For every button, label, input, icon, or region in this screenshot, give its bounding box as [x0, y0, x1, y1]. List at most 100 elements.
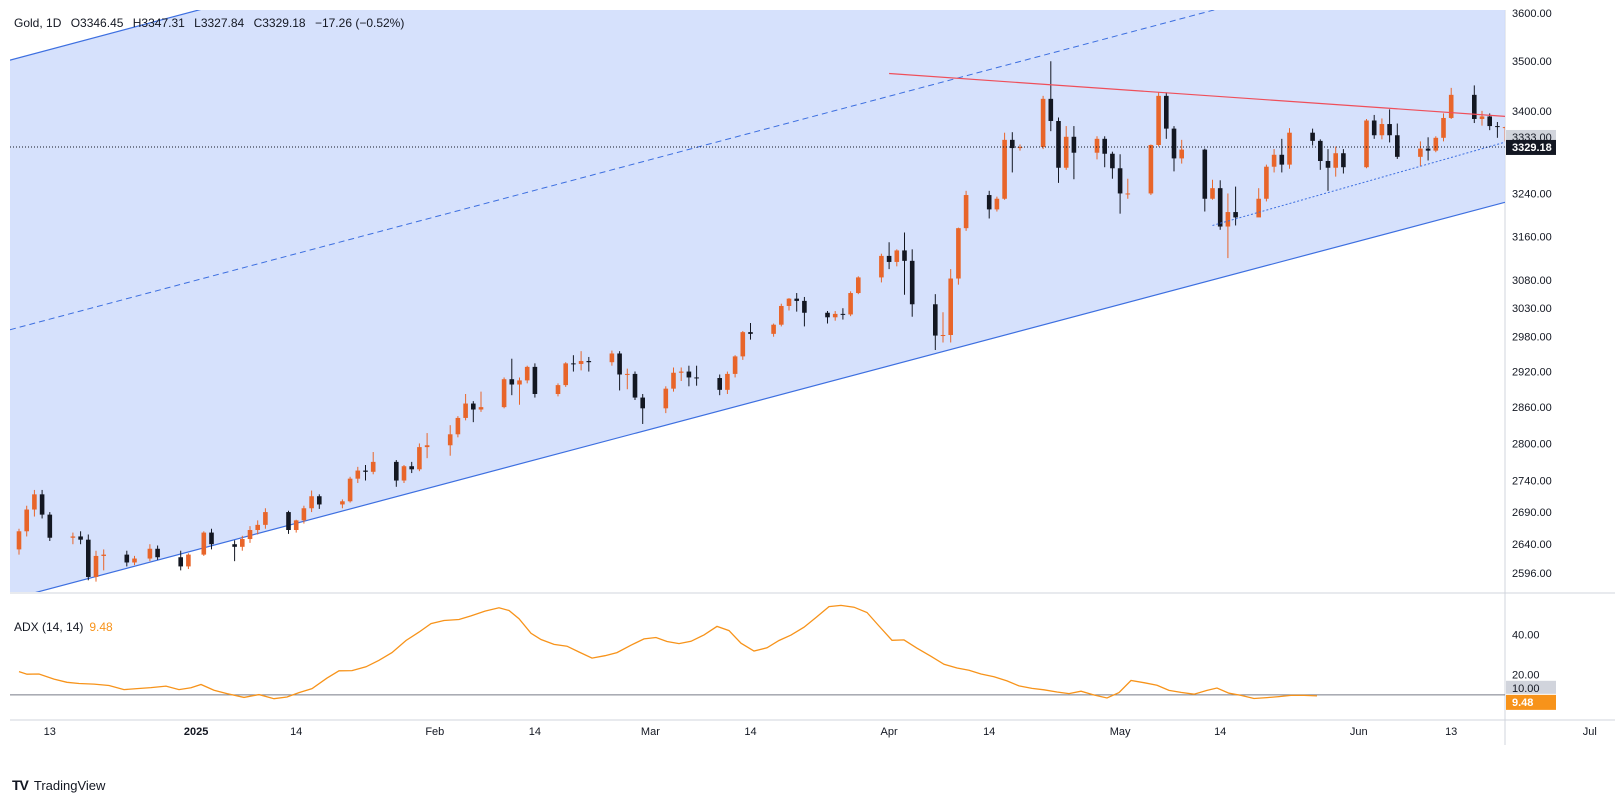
candle: [1588, 132, 1593, 163]
inner-support-line: [1212, 141, 1505, 226]
time-tick-label: 13: [1445, 726, 1457, 738]
candle-body: [578, 361, 584, 364]
candle: [1287, 128, 1292, 169]
candle-body: [1102, 138, 1107, 154]
time-tick-label: 2025: [184, 726, 208, 738]
candle: [671, 367, 676, 392]
adx-level-tag: [1506, 680, 1556, 694]
candle: [1318, 139, 1323, 170]
candle-body: [1271, 154, 1277, 167]
candle: [1472, 85, 1477, 124]
candle-body: [32, 494, 37, 510]
candle: [124, 550, 130, 567]
candle-body: [848, 293, 853, 315]
channel-lower-line: [35, 201, 1505, 592]
candle: [1010, 132, 1015, 173]
adx-legend: ADX (14, 14) 9.48: [14, 620, 113, 634]
candle-body: [1325, 160, 1331, 168]
price-legend: Gold, 1D O3346.45 H3347.31 L3327.84 C332…: [14, 16, 410, 30]
candle: [848, 291, 853, 317]
candle: [1002, 132, 1007, 200]
candle: [933, 294, 938, 350]
candle: [24, 505, 29, 537]
price-tick-label: 2740.00: [1512, 476, 1552, 488]
candle: [963, 190, 969, 231]
candle: [794, 293, 799, 312]
candle: [186, 553, 191, 570]
candle: [555, 383, 561, 397]
adx-level-label: 10.00: [1512, 683, 1540, 695]
candle-body: [255, 524, 260, 531]
candle: [240, 535, 245, 551]
candle: [986, 190, 992, 219]
candle: [1164, 92, 1169, 139]
candle: [1495, 122, 1500, 138]
candle: [340, 499, 345, 509]
candle: [293, 519, 299, 533]
candle-body: [471, 403, 476, 410]
candle-body: [1418, 148, 1423, 157]
price-tick-label: 2860.00: [1512, 402, 1552, 414]
candle: [101, 549, 106, 571]
candle: [1179, 139, 1184, 164]
time-tick-label: 14: [529, 726, 541, 738]
candle: [1056, 117, 1061, 183]
candle-body: [1495, 126, 1500, 128]
legend-high: H3347.31: [132, 16, 185, 30]
candle: [1040, 95, 1046, 150]
candle: [1333, 146, 1338, 177]
candle-body: [1279, 154, 1285, 165]
candle-body: [779, 305, 784, 325]
candle-body: [1179, 149, 1184, 159]
candle-body: [1479, 116, 1485, 119]
candle-body: [1395, 135, 1400, 157]
candle-body: [1387, 124, 1392, 136]
candle: [832, 311, 838, 321]
candle-body: [355, 470, 361, 479]
price-tick-label: 3080.00: [1512, 275, 1552, 287]
candle-body: [625, 373, 630, 375]
candle: [1279, 138, 1285, 173]
candle: [517, 377, 522, 405]
candle-body: [948, 278, 953, 336]
candle-body: [124, 554, 130, 563]
candle: [78, 531, 83, 545]
candle: [147, 544, 153, 562]
candle: [301, 505, 307, 524]
candle-body: [347, 478, 353, 502]
candle: [1595, 129, 1600, 148]
candle: [1379, 118, 1385, 140]
candle-body: [786, 298, 792, 306]
legend-close: C3329.18: [253, 16, 306, 30]
adx-label[interactable]: ADX (14, 14): [14, 620, 84, 634]
candle: [879, 253, 884, 283]
candle: [948, 269, 953, 343]
candle-body: [447, 434, 453, 446]
candle-body: [417, 447, 422, 470]
candle-body: [247, 530, 253, 540]
tradingview-brand[interactable]: TV TradingView: [12, 777, 105, 793]
candle-body: [1287, 132, 1292, 165]
candle: [532, 363, 538, 398]
candle-body: [1063, 136, 1069, 168]
time-tick-label: Apr: [881, 726, 898, 738]
time-tick-label: May: [1110, 726, 1131, 738]
candle: [994, 196, 1000, 212]
candle-body: [879, 255, 884, 278]
candle: [563, 362, 568, 387]
legend-symbol[interactable]: Gold, 1D: [14, 16, 62, 30]
candle: [1125, 178, 1131, 199]
adx-pane: [10, 604, 1505, 700]
candle-body: [933, 304, 938, 336]
candle-body: [232, 544, 237, 547]
candle: [1325, 149, 1331, 191]
time-tick-label: 13: [44, 726, 56, 738]
candle-body: [1040, 98, 1046, 148]
candle-body: [370, 461, 376, 472]
candle: [1580, 157, 1585, 190]
candle-body: [209, 532, 214, 545]
candle: [625, 368, 630, 390]
candle-body: [840, 313, 846, 315]
candle: [1210, 179, 1215, 200]
